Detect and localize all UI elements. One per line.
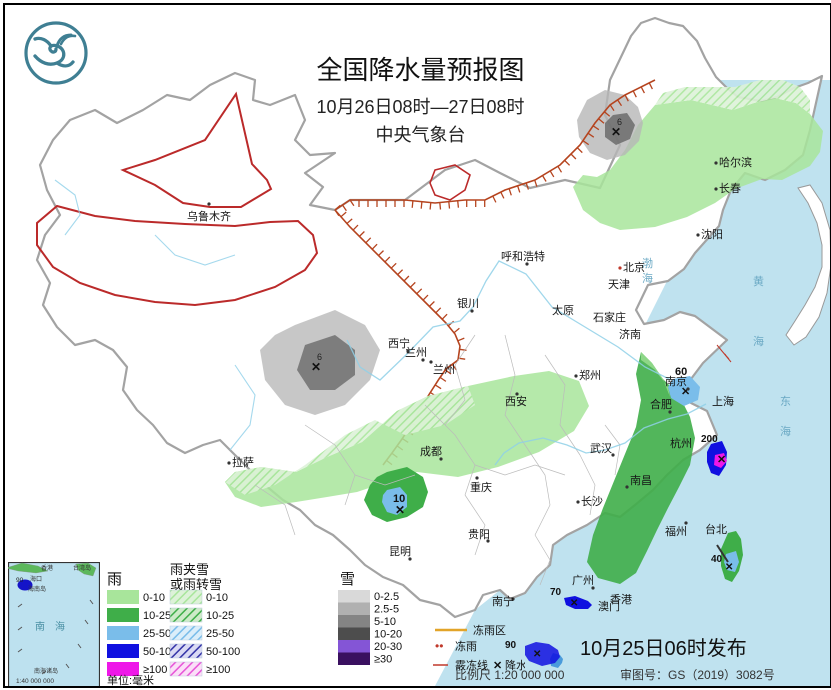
svg-text:40: 40 [711,554,723,565]
svg-text:拉萨: 拉萨 [232,455,254,469]
svg-text:合肥: 合肥 [650,397,672,411]
svg-text:太原: 太原 [552,304,574,317]
svg-text:呼和浩特: 呼和浩特 [501,249,545,263]
svg-text:200: 200 [701,434,718,445]
svg-text:台北: 台北 [705,522,727,536]
svg-text:✕: ✕ [395,503,405,517]
svg-text:降水中心值: 降水中心值 [505,658,525,672]
svg-text:10月25日06时发布: 10月25日06时发布 [580,637,747,660]
svg-text:雨: 雨 [107,571,122,588]
svg-text:冻雨: 冻雨 [455,639,477,653]
svg-text:0-10: 0-10 [206,592,228,604]
svg-text:西安: 西安 [505,394,527,408]
svg-text:✕: ✕ [717,454,726,466]
svg-text:海口: 海口 [30,575,42,583]
svg-text:昆明: 昆明 [389,545,411,558]
svg-text:10-25: 10-25 [143,610,171,622]
svg-text:海: 海 [753,334,764,348]
svg-text:银川: 银川 [457,296,479,310]
svg-text:0-10: 0-10 [143,592,165,604]
svg-text:澳门: 澳门 [598,599,620,613]
svg-text:长春: 长春 [719,182,741,195]
svg-text:✕: ✕ [725,562,733,573]
svg-text:审图号：GS（2019）3082号: 审图号：GS（2019）3082号 [620,667,775,682]
svg-text:兰州: 兰州 [433,363,455,376]
svg-text:✕: ✕ [311,360,321,374]
svg-text:上海: 上海 [712,394,734,408]
svg-text:南海诸岛: 南海诸岛 [34,667,58,675]
svg-text:济南: 济南 [619,327,641,341]
svg-text:长沙: 长沙 [581,495,603,508]
svg-text:重庆: 重庆 [470,480,492,494]
svg-text:冻雨区: 冻雨区 [473,623,506,637]
svg-text:霰冻线: 霰冻线 [455,658,488,672]
svg-text:≥30: ≥30 [374,654,392,666]
svg-text:••: •• [435,639,443,653]
svg-text:雨夹雪: 雨夹雪 [170,562,209,577]
svg-text:0-2.5: 0-2.5 [374,591,399,603]
svg-text:杭州: 杭州 [670,436,692,450]
svg-text:✕: ✕ [533,649,541,660]
svg-text:5-10: 5-10 [374,616,396,628]
svg-text:黄: 黄 [753,274,764,288]
svg-text:武汉: 武汉 [590,442,612,455]
svg-text:10-25: 10-25 [206,610,234,622]
svg-text:≥100: ≥100 [206,664,230,676]
svg-text:西宁: 西宁 [388,336,410,350]
svg-text:广州: 广州 [572,574,594,587]
svg-text:25-50: 25-50 [206,628,234,640]
svg-text:石家庄: 石家庄 [593,310,626,324]
svg-text:成都: 成都 [420,445,442,458]
svg-text:20-30: 20-30 [374,641,402,653]
svg-text:东: 东 [780,395,791,408]
svg-text:10-20: 10-20 [374,629,402,641]
svg-text:北京: 北京 [623,260,645,274]
svg-text:南 海: 南 海 [35,620,65,633]
svg-text:天津: 天津 [608,278,630,291]
svg-text:2.5-5: 2.5-5 [374,604,399,616]
svg-text:25-50: 25-50 [143,628,171,640]
svg-text:福州: 福州 [665,524,687,538]
svg-text:南京: 南京 [665,374,687,388]
svg-text:50-100: 50-100 [206,646,240,658]
svg-text:✕: ✕ [570,598,578,609]
svg-text:乌鲁木齐: 乌鲁木齐 [187,209,231,223]
svg-text:海: 海 [780,424,791,438]
svg-text:1:40 000 000: 1:40 000 000 [16,678,54,685]
svg-text:海南岛: 海南岛 [28,585,46,593]
svg-text:南昌: 南昌 [630,474,652,487]
svg-text:雪: 雪 [340,571,355,588]
svg-text:✕: ✕ [493,660,502,672]
svg-text:郑州: 郑州 [579,368,601,382]
svg-text:单位:毫米: 单位:毫米 [107,673,154,687]
svg-text:沈阳: 沈阳 [701,227,723,241]
svg-text:70: 70 [550,587,562,598]
svg-text:90: 90 [16,577,24,584]
svg-text:贵阳: 贵阳 [468,528,490,541]
svg-text:台湾岛: 台湾岛 [73,564,91,572]
svg-text:香港: 香港 [41,564,53,572]
svg-text:哈尔滨: 哈尔滨 [719,155,752,169]
